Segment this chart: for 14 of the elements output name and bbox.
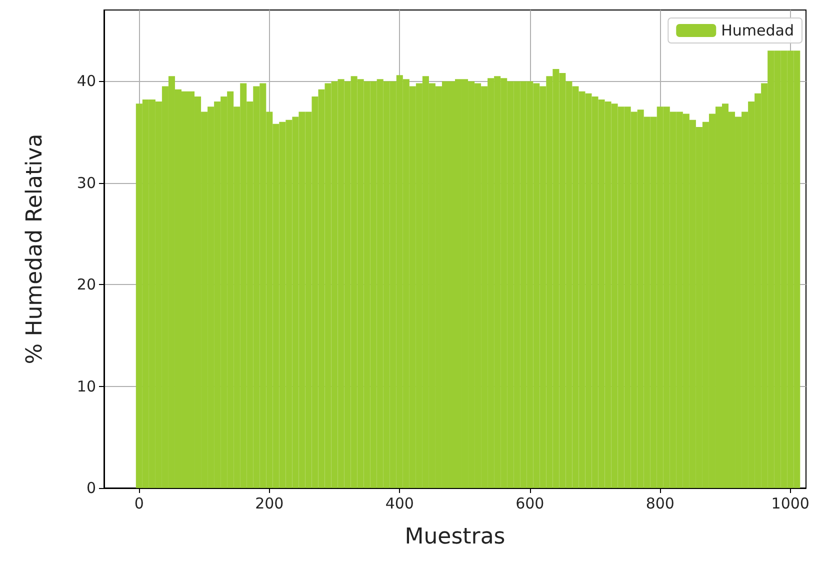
y-tick-label: 0 [86, 479, 96, 497]
x-axis-title: Muestras [404, 524, 506, 550]
y-axis-title: % Humedad Relativa [22, 134, 48, 364]
x-tick-label: 600 [516, 494, 544, 512]
y-tick-label: 10 [76, 377, 96, 396]
y-tick-label: 40 [76, 72, 96, 90]
x-tick-label: 800 [646, 494, 674, 512]
x-tick-label: 200 [255, 494, 284, 512]
x-tick-label: 1000 [771, 494, 810, 512]
legend-label: Humedad [721, 22, 794, 40]
y-tick-label: 20 [76, 276, 96, 294]
x-tick-label: 400 [385, 494, 414, 512]
x-tick-label: 0 [134, 494, 144, 512]
y-tick-label: 30 [76, 174, 96, 192]
